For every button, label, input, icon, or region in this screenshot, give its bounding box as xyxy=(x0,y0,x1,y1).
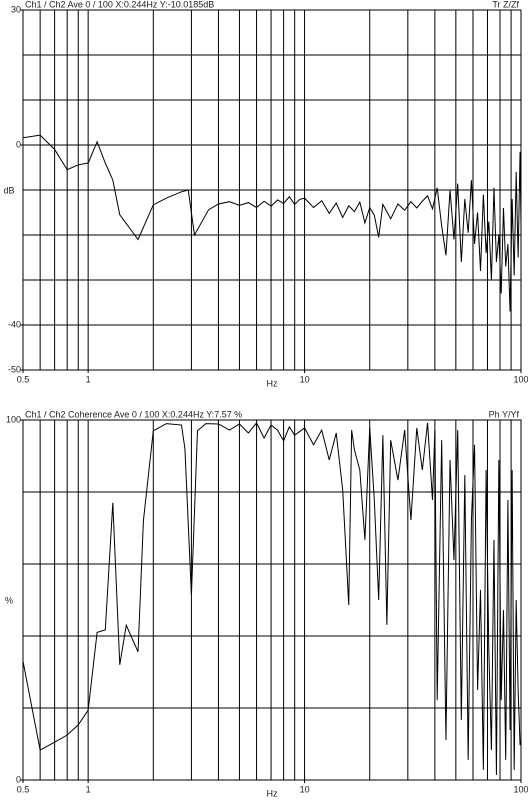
x-tick-label: 10 xyxy=(300,784,310,794)
plot-area xyxy=(22,419,522,781)
x-tick-label: 0.5 xyxy=(17,374,30,384)
y-tick-label: 0 xyxy=(16,774,21,784)
chart-subtitle: Tr Z/Zf xyxy=(492,0,519,9)
x-tick-label: 1 xyxy=(86,374,91,384)
y-tick-label: -40 xyxy=(8,319,21,329)
y-tick-label: 0 xyxy=(16,139,21,149)
x-tick-label: 100 xyxy=(513,374,528,384)
data-line xyxy=(22,134,522,312)
y-axis-label: % xyxy=(5,595,13,605)
chart-subtitle: Ph Y/Yf xyxy=(489,409,520,419)
y-tick-label: -50 xyxy=(8,364,21,374)
data-line xyxy=(22,421,522,775)
x-tick-label: 10 xyxy=(300,374,310,384)
chart-title: Ch1 / Ch2 Ave 0 / 100 X:0.244Hz Y:-10.01… xyxy=(25,0,214,9)
y-tick-label: 100 xyxy=(6,414,21,424)
x-tick-label: 1 xyxy=(86,784,91,794)
chart-title: Ch1 / Ch2 Coherence Ave 0 / 100 X:0.244H… xyxy=(25,409,242,419)
x-tick-label: 100 xyxy=(513,784,528,794)
y-axis-label: dB xyxy=(3,185,14,195)
x-axis-label: Hz xyxy=(267,788,278,798)
x-tick-label: 0.5 xyxy=(17,784,30,794)
x-axis-label: Hz xyxy=(267,378,278,388)
y-tick-label: 30 xyxy=(11,4,21,14)
